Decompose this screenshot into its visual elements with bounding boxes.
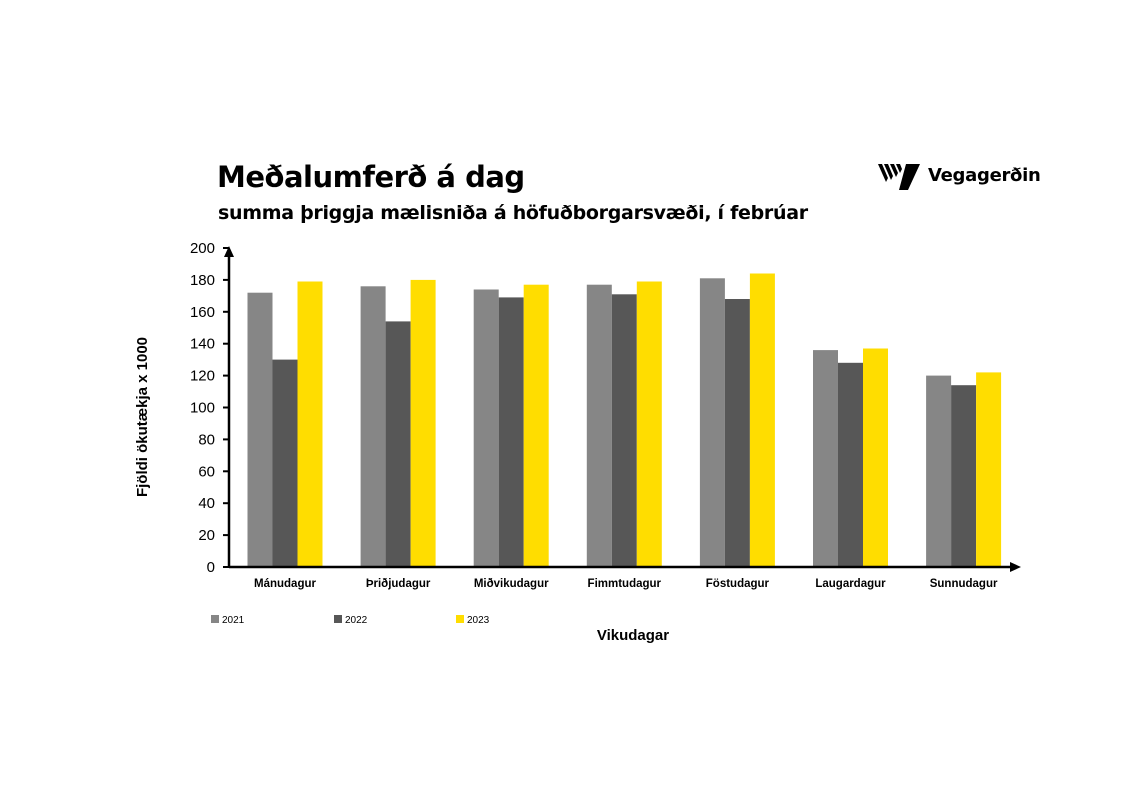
x-tick-label: Mánudagur [254,578,316,590]
y-tick-label: 140 [190,336,215,353]
legend-swatch-2022 [334,615,342,623]
bar-2022-5 [724,299,750,567]
x-tick-label: Miðvikudagur [474,578,549,590]
bar-2021-5 [699,278,725,567]
bar-2021-1 [247,292,273,567]
legend-swatch-2021 [211,615,219,623]
y-tick-label: 60 [198,463,215,480]
bar-2022-7 [951,385,977,567]
bar-2023-7 [976,372,1002,567]
x-tick-label: Þriðjudagur [366,578,431,590]
bar-2022-2 [385,321,411,567]
bar-2023-4 [636,281,662,567]
legend-label-2023: 2023 [467,615,490,626]
bar-2021-6 [813,350,838,567]
y-tick-label: 200 [190,240,215,257]
y-tick-label: 160 [190,304,215,321]
x-tick-label: Sunnudagur [930,578,998,590]
y-ticks-layer: 0 20 40 60 80 100 120 140 160 180 200 [190,240,229,576]
bar-2022-6 [838,362,863,567]
y-tick-label: 20 [198,527,215,544]
axes-layer [224,246,1021,572]
bar-2022-1 [272,359,298,567]
y-axis-arrow-icon [224,246,234,257]
y-tick-label: 80 [198,431,215,448]
chart-subtitle: summa þriggja mælisniða á höfuðborgarsvæ… [218,202,808,224]
bar-2023-6 [863,348,888,567]
bars-layer [247,273,1002,567]
x-axis-arrow-icon [1010,562,1021,572]
x-tick-label: Föstudagur [706,578,770,590]
bar-2023-1 [297,281,323,567]
bar-2023-3 [523,284,549,567]
bar-2021-7 [926,375,952,567]
bar-2021-2 [360,286,386,567]
x-tick-label: Laugardagur [815,578,886,590]
y-axis-label: Fjöldi ökutækja x 1000 [134,337,151,497]
y-tick-label: 120 [190,368,215,385]
legend-swatch-2023 [456,615,464,623]
legend: 2021 2022 2023 [211,615,490,626]
bar-2022-4 [611,294,637,567]
vegagerdin-stripes-logo-icon [878,164,920,190]
brand: Vegagerðin [876,160,1041,190]
y-tick-label: 40 [198,495,215,512]
bar-2021-4 [586,284,612,567]
x-tick-label: Fimmtudagur [588,578,662,590]
bar-2023-2 [410,279,436,567]
x-ticks-layer: Mánudagur Þriðjudagur Miðvikudagur Fimmtuda… [254,578,998,590]
x-axis-label: Vikudagar [597,627,669,644]
y-tick-label: 100 [190,400,215,417]
legend-label-2022: 2022 [345,615,368,626]
bar-2021-3 [473,289,499,567]
brand-name: Vegagerðin [928,164,1041,186]
y-tick-label: 180 [190,272,215,289]
bar-2022-3 [498,297,524,567]
bar-2023-5 [749,273,775,567]
chart-title: Meðalumferð á dag [217,160,525,194]
y-tick-label: 0 [207,559,215,576]
legend-label-2021: 2021 [222,615,245,626]
